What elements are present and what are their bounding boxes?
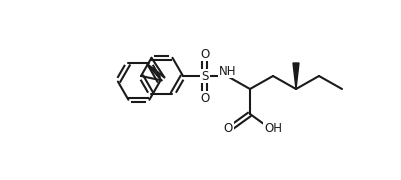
- Text: S: S: [201, 69, 208, 82]
- Text: NH: NH: [219, 64, 236, 78]
- Text: O: O: [200, 91, 209, 105]
- Polygon shape: [292, 63, 298, 89]
- Text: O: O: [223, 122, 232, 134]
- Text: O: O: [200, 48, 209, 60]
- Text: OH: OH: [263, 122, 281, 134]
